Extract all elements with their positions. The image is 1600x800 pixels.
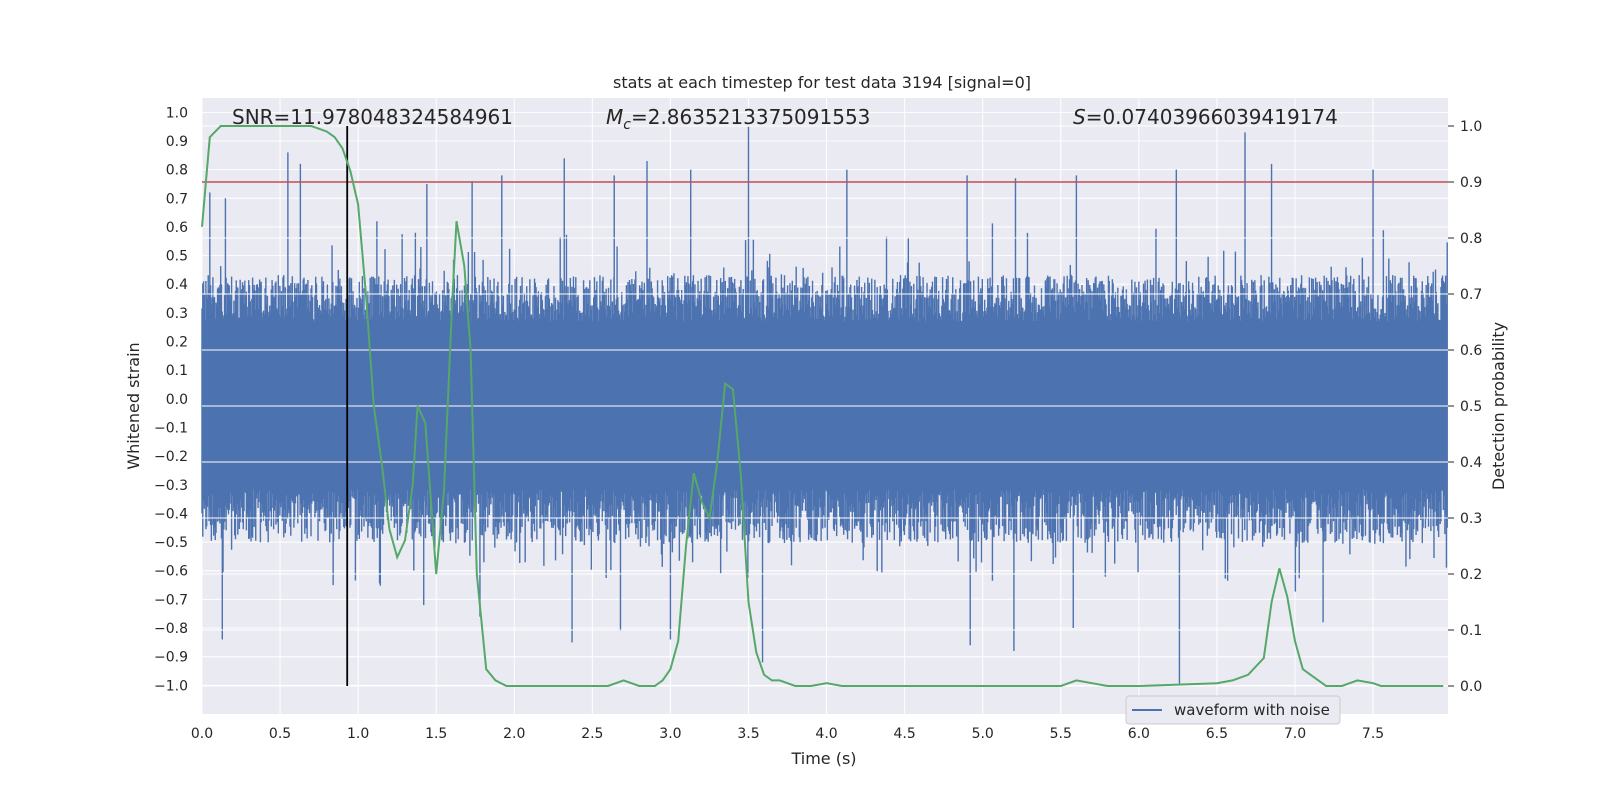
x-tick-label: 3.5 xyxy=(737,726,759,742)
x-tick-label: 4.5 xyxy=(893,726,915,742)
x-tick-label: 2.0 xyxy=(503,726,525,742)
y-right-tick-label: 0.5 xyxy=(1460,399,1482,415)
y-left-tick-label: −1.0 xyxy=(154,678,188,694)
y-left-tick-label: 0.1 xyxy=(166,363,188,379)
x-tick-label: 5.5 xyxy=(1050,726,1072,742)
y-right-tick-label: 0.2 xyxy=(1460,567,1482,583)
x-axis-ticks: 0.0 0.5 1.0 1.5 2.0 2.5 3.0 3.5 4.0 4.5 5.0 5.5 6.0 6… xyxy=(191,726,1384,742)
chirp-mass-subscript: c xyxy=(623,117,631,133)
x-tick-label: 6.5 xyxy=(1206,726,1228,742)
y-axis-left-label: Whitened strain xyxy=(124,342,143,469)
y-left-tick-label: −0.8 xyxy=(154,621,188,637)
y-left-tick-label: 0.9 xyxy=(166,134,188,150)
y-right-tick-label: 0.6 xyxy=(1460,343,1482,359)
probability-line xyxy=(201,125,1444,687)
y-left-tick-label: 0.8 xyxy=(166,163,188,179)
x-tick-label: 1.5 xyxy=(425,726,447,742)
s-annotation: S=0.07403966039419174 xyxy=(1073,105,1338,129)
x-tick-label: 0.5 xyxy=(269,726,291,742)
y-left-tick-label: 0.4 xyxy=(166,277,188,293)
y-right-tick-label: 0.3 xyxy=(1460,511,1482,527)
y-axis-right-ticks: 1.0 0.9 0.8 0.7 0.6 0.5 0.4 0.3 0.2 0.1 0.0 xyxy=(1448,119,1482,695)
x-tick-label: 1.0 xyxy=(347,726,369,742)
y-right-tick-label: 0.0 xyxy=(1460,679,1482,695)
x-axis-label: Time (s) xyxy=(790,749,856,768)
x-tick-label: 5.0 xyxy=(972,726,994,742)
probability-series xyxy=(201,125,1444,687)
y-left-tick-label: 0.5 xyxy=(166,249,188,265)
y-left-tick-label: −0.6 xyxy=(154,564,188,580)
y-right-tick-label: 0.8 xyxy=(1460,231,1482,247)
y-left-tick-label: 1.0 xyxy=(166,105,188,121)
y-left-tick-label: 0.6 xyxy=(166,220,188,236)
x-tick-label: 2.5 xyxy=(581,726,603,742)
y-left-tick-label: −0.9 xyxy=(154,650,188,666)
y-left-tick-label: −0.4 xyxy=(154,506,188,522)
snr-annotation: SNR=11.978048324584961 xyxy=(232,105,513,129)
chart-title: stats at each timestep for test data 319… xyxy=(613,73,1031,92)
y-left-tick-label: −0.5 xyxy=(154,535,188,551)
chirp-mass-annotation: Mc=2.8635213375091553 xyxy=(606,105,870,133)
y-left-tick-label: 0.3 xyxy=(166,306,188,322)
y-left-tick-label: 0.2 xyxy=(166,335,188,351)
overlay-lines xyxy=(202,125,1448,687)
y-left-tick-label: −0.3 xyxy=(154,478,188,494)
waveform-series xyxy=(201,126,1448,686)
y-right-tick-label: 0.7 xyxy=(1460,287,1482,303)
y-left-tick-label: −0.7 xyxy=(154,592,188,608)
s-symbol: S xyxy=(1073,105,1086,129)
legend: waveform with noise xyxy=(1125,695,1341,725)
y-right-tick-label: 1.0 xyxy=(1460,119,1482,135)
x-tick-label: 6.0 xyxy=(1128,726,1150,742)
chirp-mass-value: =2.8635213375091553 xyxy=(631,105,870,129)
x-tick-label: 0.0 xyxy=(191,726,213,742)
y-left-tick-label: 0.0 xyxy=(166,392,188,408)
x-tick-label: 4.0 xyxy=(815,726,837,742)
y-right-tick-label: 0.4 xyxy=(1460,455,1482,471)
y-left-tick-label: −0.1 xyxy=(154,420,188,436)
x-tick-label: 3.0 xyxy=(659,726,681,742)
x-tick-label: 7.0 xyxy=(1284,726,1306,742)
legend-box xyxy=(1125,695,1341,725)
y-left-tick-label: 0.7 xyxy=(166,191,188,207)
y-right-tick-label: 0.1 xyxy=(1460,623,1482,639)
x-tick-label: 7.5 xyxy=(1362,726,1384,742)
y-right-tick-label: 0.9 xyxy=(1460,175,1482,191)
legend-waveform-label: waveform with noise xyxy=(1174,701,1330,719)
chirp-mass-symbol: M xyxy=(606,105,623,129)
y-axis-right-label: Detection probability xyxy=(1489,322,1508,490)
s-value: =0.07403966039419174 xyxy=(1086,105,1338,129)
y-left-tick-label: −0.2 xyxy=(154,449,188,465)
waveform-line xyxy=(201,126,1448,686)
y-axis-left-ticks: 1.0 0.9 0.8 0.7 0.6 0.5 0.4 0.3 0.2 0.1 0.0 −0.1 −0.… xyxy=(154,105,188,694)
